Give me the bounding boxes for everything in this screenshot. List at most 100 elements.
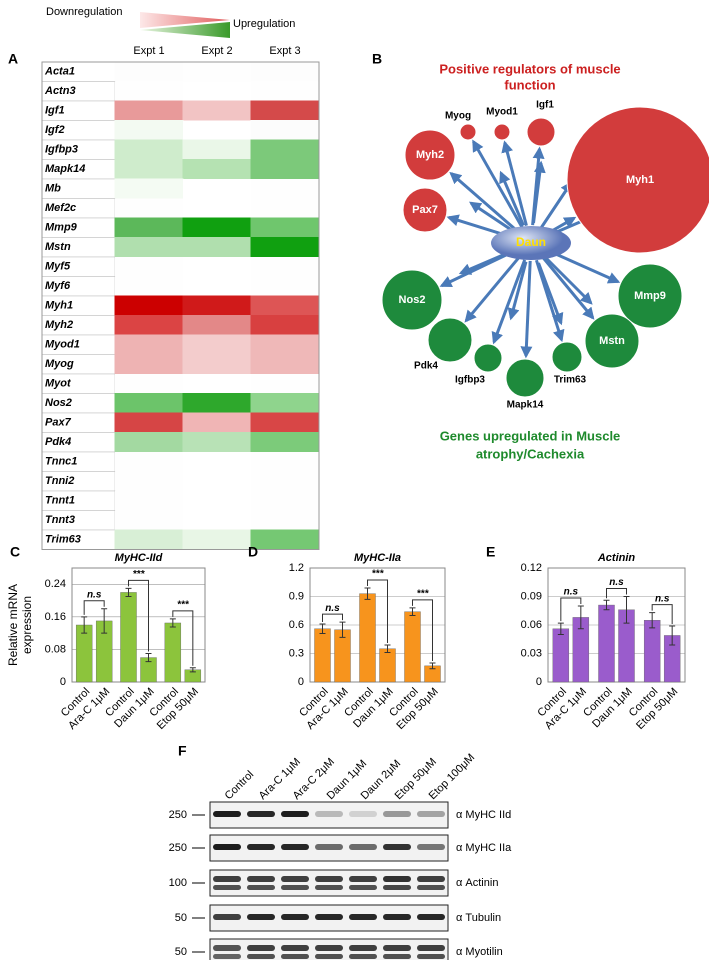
bar: [552, 628, 570, 683]
error-bar: [577, 605, 584, 630]
heat-cell: [182, 529, 252, 550]
band: [247, 914, 275, 920]
y-tick-label: 0: [60, 676, 66, 688]
arrow: [472, 139, 524, 229]
plot-frame: [71, 567, 206, 683]
heat-cell: [114, 354, 184, 375]
heat-cell: [250, 100, 320, 121]
band: [383, 945, 411, 951]
heat-cell: [250, 139, 320, 160]
gene-label: Tnnt3: [45, 514, 75, 526]
chart-title: MyHC-IIa: [354, 552, 401, 564]
node-label: Myod1: [486, 107, 518, 118]
heat-cell: [114, 393, 184, 414]
bar: [404, 611, 421, 683]
band: [315, 876, 343, 882]
y-tick-label: 0.08: [45, 643, 66, 655]
heat-cell: [182, 159, 252, 180]
center-node: [491, 226, 571, 260]
heat-cell: [183, 374, 251, 394]
mw-marker: 50: [175, 946, 187, 958]
heat-cell: [183, 81, 251, 101]
gene-label: Mmp9: [45, 222, 78, 234]
y-axis-label: Relative mRNAexpression: [6, 584, 34, 666]
gene-node: [404, 129, 456, 181]
heat-cell: [114, 159, 184, 180]
band: [383, 954, 411, 959]
gene-label: Actn3: [44, 85, 76, 97]
gene-node: [493, 123, 511, 141]
bar: [643, 620, 661, 683]
heat-cell: [183, 120, 251, 140]
heat-cell: [183, 452, 251, 472]
gene-node: [566, 106, 709, 254]
heat-cell: [251, 257, 319, 277]
heat-cell: [115, 491, 183, 511]
y-tick-label: 0.16: [45, 611, 66, 623]
band: [417, 885, 445, 890]
node-label: Myog: [445, 111, 471, 122]
gene-label: Mstn: [45, 241, 71, 253]
heat-cell: [251, 471, 319, 491]
band: [417, 876, 445, 882]
band: [281, 914, 309, 920]
significance-label: ***: [417, 589, 430, 600]
significance-bracket: [367, 579, 388, 643]
up-wedge: [140, 22, 230, 38]
gene-node: [617, 263, 683, 329]
gene-label: Myot: [45, 378, 72, 390]
band: [281, 876, 309, 882]
heat-cell: [114, 432, 184, 453]
significance-bracket: [560, 597, 582, 622]
band: [247, 844, 275, 850]
heat-cell: [251, 491, 319, 511]
significance-bracket: [412, 599, 433, 661]
heat-cell: [182, 139, 252, 160]
heat-cell: [183, 179, 251, 199]
gene-node: [505, 358, 545, 398]
bar: [598, 604, 615, 683]
gene-node: [459, 123, 477, 141]
band: [383, 811, 411, 817]
arrow: [539, 181, 573, 229]
significance-label: n.s: [564, 587, 579, 598]
gene-label: Igf1: [45, 105, 65, 117]
y-tick-label: 0.12: [521, 562, 542, 574]
band: [349, 945, 377, 951]
arrow: [469, 201, 517, 235]
significance-label: n.s: [655, 593, 670, 604]
arrow: [499, 170, 525, 227]
heat-cell: [114, 315, 184, 336]
panel-label: C: [10, 544, 20, 560]
gene-label: Tnnt1: [45, 495, 75, 507]
band: [213, 844, 241, 850]
band: [281, 945, 309, 951]
error-bar: [169, 618, 176, 628]
arrow: [541, 255, 595, 320]
y-tick-label: 1.2: [289, 562, 304, 574]
heat-cell: [114, 412, 184, 433]
heat-cell: [115, 471, 183, 491]
lane-label: Etop 100μM: [427, 752, 478, 803]
gene-node: [526, 117, 556, 147]
node-label: Myh2: [416, 149, 444, 161]
gene-node: [473, 343, 503, 373]
bar: [120, 592, 137, 683]
band: [383, 885, 411, 890]
heat-cell: [182, 315, 252, 336]
bar: [164, 622, 182, 683]
gene-label: Myf6: [45, 280, 71, 292]
significance-label: ***: [133, 569, 146, 580]
gene-label: Mapk14: [45, 163, 85, 175]
heat-cell: [250, 217, 320, 238]
error-bar: [364, 587, 371, 600]
diagram-title: Genes upregulated in Muscle: [440, 428, 621, 443]
arrow: [544, 256, 593, 305]
panel-label: A: [8, 51, 18, 67]
heat-cell: [115, 510, 183, 530]
band: [247, 811, 275, 817]
error-bar: [384, 644, 391, 654]
gene-label: Myf5: [45, 261, 71, 273]
bar: [359, 593, 376, 683]
band: [281, 954, 309, 959]
